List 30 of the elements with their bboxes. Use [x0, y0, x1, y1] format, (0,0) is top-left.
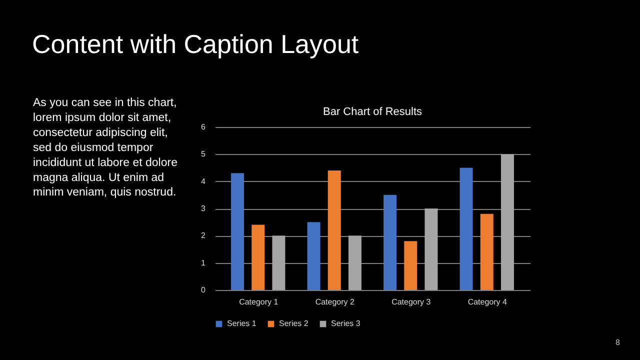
bar: [480, 214, 494, 290]
y-tick-label: 1: [201, 258, 206, 268]
bar: [404, 241, 418, 290]
chart-title: Bar Chart of Results: [322, 106, 423, 118]
text: Content with Caption Layout: [32, 29, 360, 59]
y-tick-label: 0: [201, 286, 206, 294]
bar: [252, 224, 265, 290]
bar: [500, 154, 514, 290]
legend-label: Series 2: [279, 319, 309, 328]
bar: [328, 170, 341, 290]
bar: [307, 222, 320, 290]
text: As you can see in this chart, lorem ipsum dolor sit amet, consectetur adipiscing elit, sed do eiusmod tempor incididunt ut labore et dolore magna aliqua. Ut enim ad minim veniam, quis nostrud.: [33, 97, 178, 199]
bar: [348, 236, 362, 290]
y-tick-label: 2: [201, 231, 206, 240]
y-tick-label: 6: [201, 122, 206, 132]
bar: [384, 194, 397, 290]
x-tick-label: Category 2: [315, 298, 355, 306]
legend-label: Series 1: [227, 319, 257, 328]
x-tick-label: Category 3: [392, 298, 432, 306]
bar: [460, 168, 473, 290]
bar: [272, 236, 286, 290]
y-tick-label: 4: [201, 176, 206, 186]
text: 8: [616, 338, 621, 347]
x-tick-label: Category 4: [468, 298, 508, 306]
x-tick-label: Category 1: [239, 298, 279, 306]
bar: [231, 173, 244, 290]
y-tick-label: 3: [201, 204, 206, 213]
bar: [424, 208, 438, 290]
legend-label: Series 3: [331, 319, 361, 328]
y-tick-label: 5: [201, 150, 206, 159]
